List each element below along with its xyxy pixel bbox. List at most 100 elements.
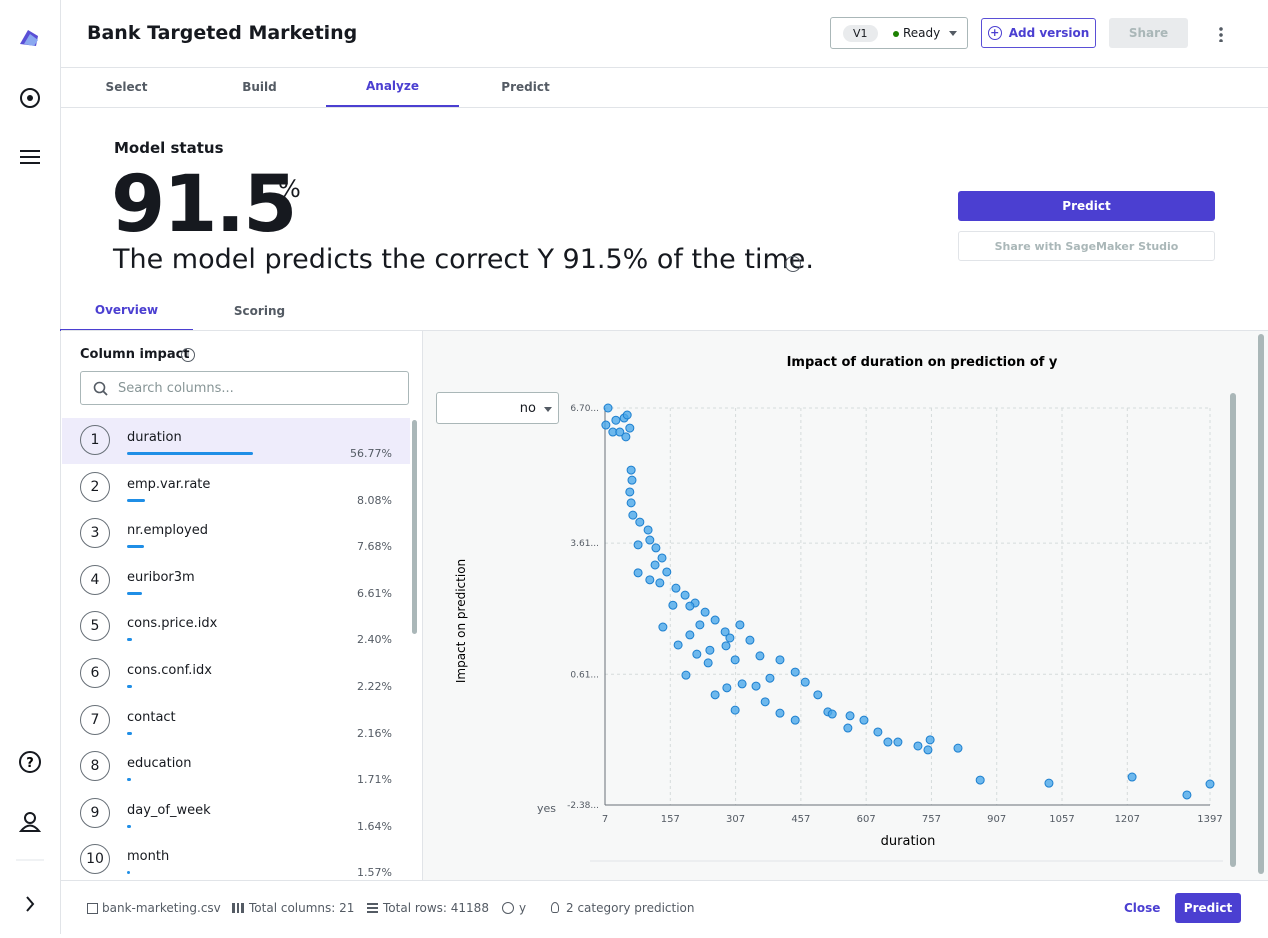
footer-predict-button[interactable]: Predict	[1175, 893, 1241, 923]
target: y	[519, 901, 527, 915]
point	[673, 640, 683, 650]
rows-icon	[367, 903, 378, 913]
point	[893, 737, 903, 747]
point	[662, 567, 672, 577]
share-button[interactable]: Share	[1109, 18, 1188, 48]
info-icon[interactable]: i	[785, 256, 801, 272]
tab[interactable]: Build	[242, 80, 277, 94]
subtab[interactable]: Scoring	[233, 304, 286, 318]
caret	[949, 31, 957, 40]
column-name: euribor3m	[127, 569, 195, 585]
version-badge: V1	[843, 25, 878, 42]
column-row[interactable]: 8 education 1.71%	[62, 744, 410, 790]
tab[interactable]: Analyze	[326, 67, 459, 107]
column-row[interactable]: 7 contact 2.16%	[62, 698, 410, 744]
x-tick-label: 907	[987, 814, 1006, 825]
total-rows: Total rows: 41188	[383, 901, 489, 915]
point	[705, 645, 715, 655]
column-name: nr.employed	[127, 523, 208, 539]
point	[1127, 772, 1137, 782]
sidebar: ?	[0, 0, 61, 934]
search-box[interactable]: Search columns...	[80, 371, 409, 405]
point	[625, 423, 635, 433]
y-tick-label: -2.38...	[567, 801, 599, 811]
class-selector[interactable]: no	[436, 392, 559, 424]
column-row[interactable]: 9 day_of_week 1.64%	[62, 791, 410, 837]
sidebar-icons: ?	[16, 30, 44, 912]
impact-bar	[127, 498, 145, 502]
impact-bar	[127, 871, 131, 875]
point	[625, 487, 635, 497]
point	[685, 630, 695, 640]
point	[735, 620, 745, 630]
add-version-button[interactable]: + Add version	[981, 18, 1096, 48]
point	[765, 673, 775, 683]
status: Ready	[903, 26, 941, 40]
point	[658, 622, 668, 632]
impact-label: 7.68%	[357, 540, 392, 554]
column-row[interactable]: 2 emp.var.rate 8.08%	[62, 465, 410, 511]
point	[1205, 779, 1215, 789]
rank: 4	[80, 564, 110, 595]
info-icon[interactable]: i	[181, 348, 195, 362]
point	[700, 607, 710, 617]
point	[601, 420, 611, 430]
point	[681, 670, 691, 680]
score: 91.5	[111, 160, 297, 250]
column-row[interactable]: 1 duration 56.77%	[62, 418, 410, 464]
file-icon	[87, 903, 98, 914]
y-tick-label: 0.61...	[570, 670, 599, 680]
point	[730, 705, 740, 715]
impact-label: 2.40%	[357, 633, 392, 647]
tab[interactable]: Predict	[501, 80, 550, 94]
score-description: The model predicts the correct Y 91.5% o…	[113, 244, 814, 275]
point	[913, 741, 923, 751]
x-tick-label: 307	[726, 814, 745, 825]
point	[645, 535, 655, 545]
point	[622, 410, 632, 420]
point	[651, 543, 661, 553]
column-row[interactable]: 10 month 1.57%	[62, 837, 410, 880]
column-row[interactable]: 4 euribor3m 6.61%	[62, 558, 410, 604]
column-row[interactable]: 3 nr.employed 7.68%	[62, 511, 410, 557]
point	[710, 615, 720, 625]
column-row[interactable]: 5 cons.price.idx 2.40%	[62, 604, 410, 650]
impact-bar	[127, 824, 131, 828]
point	[790, 715, 800, 725]
point	[725, 633, 735, 643]
tabs-divider	[61, 107, 1268, 108]
version-select[interactable]: V1 Ready	[830, 17, 968, 49]
tab[interactable]: Select	[105, 80, 148, 94]
point	[859, 715, 869, 725]
point	[655, 578, 665, 588]
point	[975, 775, 985, 785]
rank: 2	[80, 471, 110, 502]
point	[800, 677, 810, 687]
impact-label: 6.61%	[357, 586, 392, 600]
column-name: day_of_week	[127, 802, 211, 818]
column-impact-title: Column impact	[80, 347, 190, 362]
column-name: month	[127, 849, 170, 865]
more-menu[interactable]	[1219, 26, 1223, 42]
point	[626, 465, 636, 475]
point	[635, 517, 645, 527]
rank: 3	[80, 518, 110, 549]
header-divider	[61, 67, 1268, 68]
impact-label: 2.16%	[357, 726, 392, 740]
point	[695, 620, 705, 630]
rank: 1	[80, 425, 110, 455]
page-title: Bank Targeted Marketing	[87, 22, 358, 44]
subtabs-divider	[61, 330, 1268, 331]
subtab[interactable]: Overview	[60, 291, 193, 331]
share-studio-button[interactable]: Share with SageMaker Studio	[958, 231, 1215, 261]
point	[790, 667, 800, 677]
y-tick-label: 6.70...	[570, 404, 599, 414]
point	[721, 641, 731, 651]
point	[883, 737, 893, 747]
impact-label: 1.64%	[357, 819, 392, 833]
footer-divider	[61, 880, 1268, 881]
close-button[interactable]: Close	[1124, 901, 1161, 915]
column-row[interactable]: 6 cons.conf.idx 2.22%	[62, 651, 410, 697]
search-placeholder: Search columns...	[118, 381, 234, 396]
predict-button[interactable]: Predict	[958, 191, 1215, 221]
